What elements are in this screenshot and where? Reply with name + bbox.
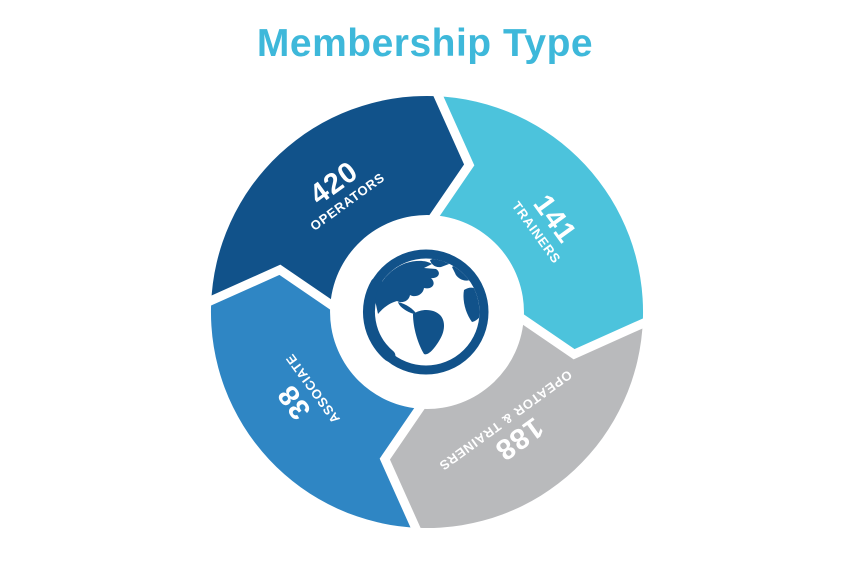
segment-associate <box>210 269 424 528</box>
globe-ring-crescent <box>362 277 396 362</box>
segment-divider-right <box>514 311 653 360</box>
segment-dividers <box>201 86 653 538</box>
segment-divider-bottom <box>379 399 428 538</box>
segment-operator-trainers <box>384 315 643 529</box>
segment-divider-top <box>426 86 475 225</box>
continent-central-america <box>398 302 417 315</box>
chart-title: Membership Type <box>256 22 594 65</box>
globe-icon <box>360 246 492 378</box>
continent-north-america <box>375 260 439 314</box>
segment-operators <box>211 95 470 309</box>
segment-divider-left <box>201 264 340 313</box>
continent-south-america <box>413 309 445 355</box>
segment-trainers <box>430 96 644 355</box>
